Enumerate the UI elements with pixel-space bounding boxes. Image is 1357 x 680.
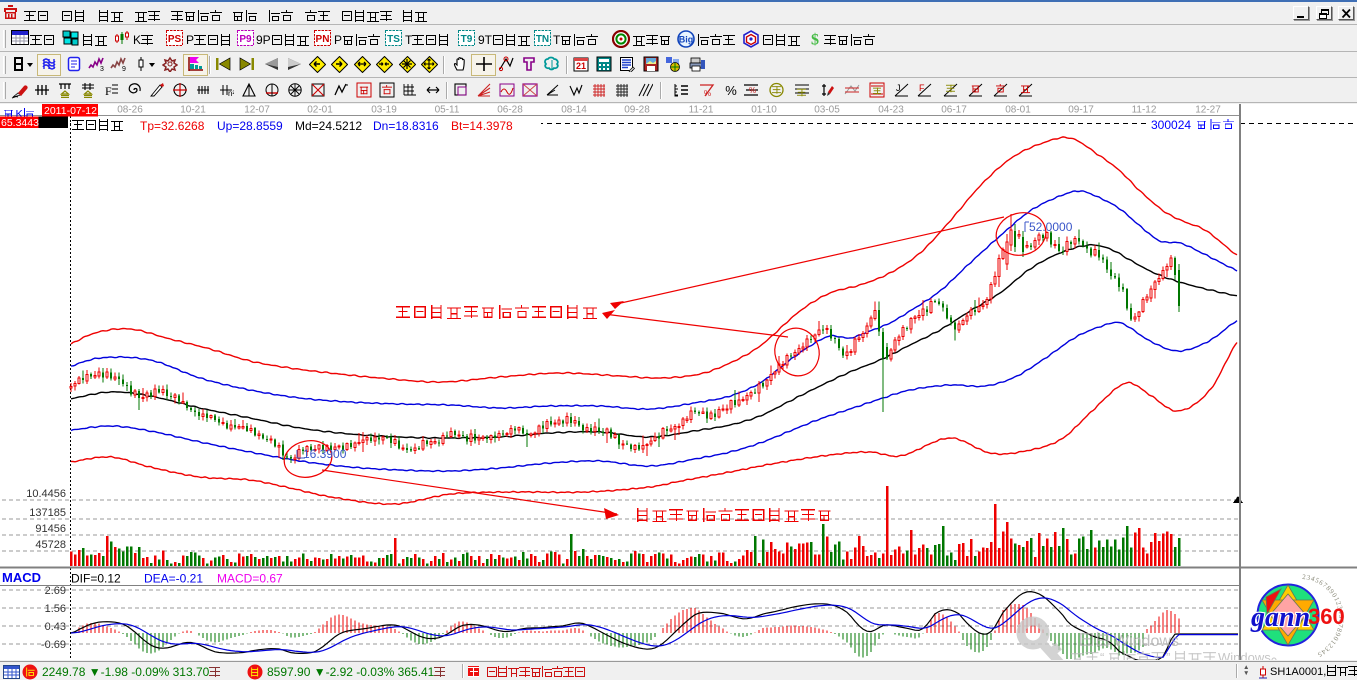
svg-text:Windows: Windows xyxy=(1114,633,1179,650)
svg-text:PN: PN xyxy=(316,34,330,45)
svg-text:11-21: 11-21 xyxy=(689,105,714,116)
svg-text:03-19: 03-19 xyxy=(371,105,397,116)
svg-text:9: 9 xyxy=(122,66,126,72)
svg-text:52.0000: 52.0000 xyxy=(1029,220,1073,234)
svg-text:01-10: 01-10 xyxy=(751,105,777,116)
svg-text:Up=28.8559: Up=28.8559 xyxy=(217,119,283,133)
svg-text:MACD=0.67: MACD=0.67 xyxy=(217,572,283,586)
svg-text:300024: 300024 xyxy=(1151,118,1191,132)
svg-text:11-12: 11-12 xyxy=(1132,105,1157,116)
svg-text:09-17: 09-17 xyxy=(1068,105,1094,116)
svg-text:137185: 137185 xyxy=(29,507,66,519)
svg-text:“: “ xyxy=(1100,650,1104,660)
svg-text:-0.69: -0.69 xyxy=(41,639,66,651)
svg-text:DIF=0.12: DIF=0.12 xyxy=(71,572,121,586)
svg-text:08-26: 08-26 xyxy=(117,105,143,116)
svg-text:Bt=14.3978: Bt=14.3978 xyxy=(451,119,513,133)
svg-text:J: J xyxy=(896,83,901,93)
svg-text:F: F xyxy=(105,84,112,98)
svg-text:MACD: MACD xyxy=(2,570,41,585)
svg-text:%: % xyxy=(725,83,737,98)
svg-text:360: 360 xyxy=(1308,604,1345,629)
svg-text:21: 21 xyxy=(576,61,586,71)
svg-text:DEA=-0.21: DEA=-0.21 xyxy=(144,572,203,586)
svg-text:2.69: 2.69 xyxy=(45,585,66,597)
svg-text:F: F xyxy=(919,83,925,93)
svg-text:06-17: 06-17 xyxy=(941,105,967,116)
svg-text:12-07: 12-07 xyxy=(244,105,270,116)
svg-text:2011-07-12: 2011-07-12 xyxy=(44,105,97,117)
svg-text:10.4456: 10.4456 xyxy=(26,488,66,500)
svg-text:08-14: 08-14 xyxy=(561,105,587,116)
svg-text:08-01: 08-01 xyxy=(1005,105,1031,116)
svg-text:Tp=32.6268: Tp=32.6268 xyxy=(140,119,205,133)
svg-text:%: % xyxy=(749,86,756,95)
svg-text:91456: 91456 xyxy=(35,523,66,535)
svg-text:T9: T9 xyxy=(461,34,473,45)
svg-text:n²: n² xyxy=(228,89,234,98)
svg-text:04-23: 04-23 xyxy=(878,105,904,116)
svg-text:PS: PS xyxy=(168,34,182,45)
svg-text:gann: gann xyxy=(1250,602,1310,633)
svg-text:Big: Big xyxy=(679,35,694,45)
svg-text:Md=24.5212: Md=24.5212 xyxy=(295,119,362,133)
svg-text:65.3443: 65.3443 xyxy=(1,117,39,129)
svg-text:Dn=18.8316: Dn=18.8316 xyxy=(373,119,439,133)
svg-text:”: ” xyxy=(1166,650,1170,660)
svg-text:Windows: Windows xyxy=(1218,650,1271,660)
svg-text:%: % xyxy=(704,89,711,98)
svg-text:16.3900: 16.3900 xyxy=(303,447,347,461)
svg-text:03-05: 03-05 xyxy=(814,105,840,116)
svg-text:0.43: 0.43 xyxy=(45,621,66,633)
svg-text:1.56: 1.56 xyxy=(45,603,66,615)
svg-text:10-21: 10-21 xyxy=(180,105,206,116)
svg-text:05-11: 05-11 xyxy=(435,105,460,116)
svg-text:TS: TS xyxy=(387,34,400,45)
svg-text:3: 3 xyxy=(100,66,104,72)
svg-text:02-01: 02-01 xyxy=(307,105,333,116)
svg-text:12-27: 12-27 xyxy=(1195,105,1221,116)
svg-text:$: $ xyxy=(811,32,819,48)
svg-text:K: K xyxy=(16,109,24,121)
svg-text:P9: P9 xyxy=(239,34,252,45)
svg-text:06-28: 06-28 xyxy=(497,105,523,116)
svg-text:09-28: 09-28 xyxy=(624,105,650,116)
svg-text:45728: 45728 xyxy=(35,539,66,551)
svg-text:TN: TN xyxy=(536,34,549,45)
